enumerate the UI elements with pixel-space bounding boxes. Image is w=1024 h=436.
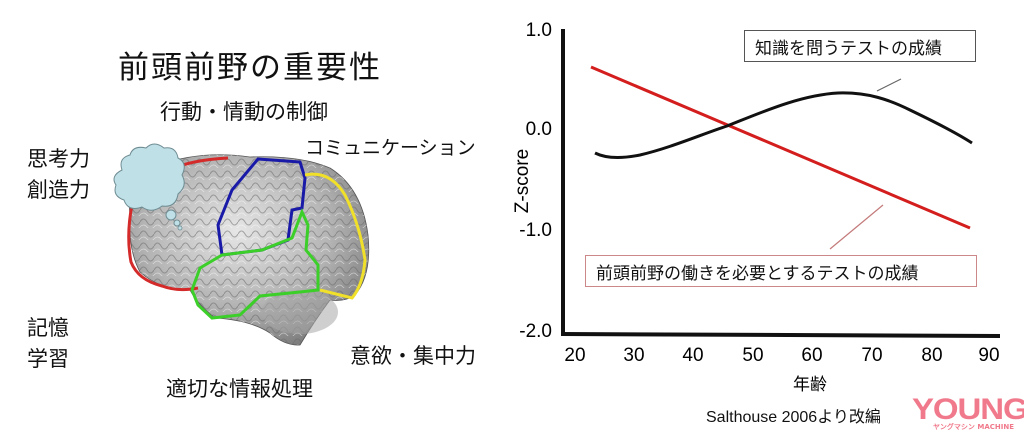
- label-communication: コミュニケーション: [305, 137, 476, 159]
- label-thinking-2: 創造力: [27, 178, 90, 202]
- y-tick-label: 0.0: [526, 119, 552, 140]
- label-thinking: 思考力 創造力: [27, 144, 90, 206]
- x-tick-label: 70: [861, 345, 882, 366]
- parietal-lobe-outline: [304, 172, 367, 300]
- legend-leader-black: [876, 78, 902, 92]
- x-tick-label: 90: [978, 345, 999, 366]
- label-thinking-1: 思考力: [27, 147, 90, 171]
- young-machine-watermark: YOUNG ヤングマシン MACHINE: [912, 395, 1024, 433]
- label-behavior-control: 行動・情動の制御: [160, 100, 328, 124]
- page-title: 前頭前野の重要性: [118, 50, 382, 86]
- y-axis-label: Z-score: [512, 149, 533, 213]
- brain-illustration: [113, 143, 370, 346]
- x-tick-label: 50: [742, 345, 763, 366]
- x-tick-label: 80: [921, 345, 942, 366]
- temporal-lobe-outline: [190, 208, 320, 320]
- x-tick-label: 60: [801, 345, 822, 366]
- label-memory-2: 学習: [27, 347, 69, 371]
- label-info-processing: 適切な情報処理: [166, 377, 313, 401]
- y-tick-label: -2.0: [519, 321, 552, 342]
- x-axis: [560, 332, 1001, 338]
- series-line-knowledge: [594, 91, 973, 159]
- legend-leader-red: [829, 204, 884, 250]
- cerebellum: [262, 290, 338, 334]
- legend-item-prefrontal: 前頭前野の働きを必要とするテストの成績: [585, 255, 977, 287]
- series-line-prefrontal: [590, 65, 971, 230]
- x-tick-label: 40: [682, 345, 703, 366]
- x-tick-label: 20: [564, 345, 585, 366]
- thought-bubble-icon: [113, 143, 185, 231]
- legend-item-knowledge: 知識を問うテストの成績: [744, 30, 976, 62]
- y-tick-label: 1.0: [526, 20, 552, 41]
- source-citation: Salthouse 2006より改編: [706, 409, 881, 426]
- label-motivation: 意欲・集中力: [350, 344, 476, 368]
- x-tick-label: 30: [623, 345, 644, 366]
- y-tick-label: -1.0: [519, 220, 552, 241]
- watermark-sub: ヤングマシン MACHINE: [932, 423, 1014, 431]
- label-memory-1: 記憶: [27, 316, 69, 340]
- x-axis-label: 年齢: [793, 375, 827, 395]
- label-memory: 記憶 学習: [27, 313, 69, 375]
- brain-shape: [128, 154, 370, 346]
- watermark-main: YOUNG: [912, 393, 1024, 426]
